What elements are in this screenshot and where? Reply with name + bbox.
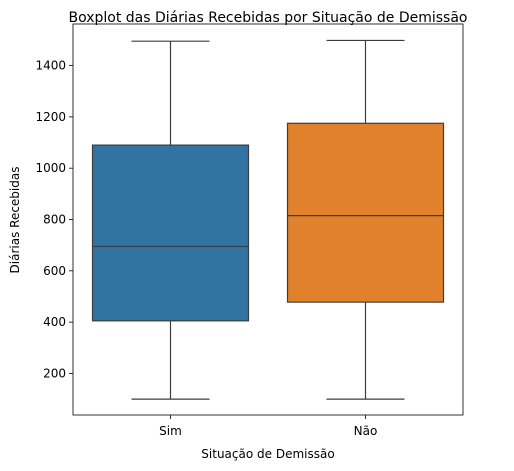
y-axis-label: Diárias Recebidas [8, 167, 22, 274]
y-tick-label: 1400 [35, 59, 66, 73]
box-series-0 [91, 40, 250, 400]
y-axis: 200 400 600 800 1000 1200 1400 [35, 59, 73, 380]
y-tick-label: 1000 [35, 161, 66, 175]
x-tick-label: Sim [159, 424, 182, 438]
y-tick-label: 800 [43, 213, 66, 227]
iqr-box [286, 122, 445, 303]
y-tick-label: 400 [43, 315, 66, 329]
x-axis-label: Situação de Demissão [201, 447, 334, 461]
y-tick-label: 200 [43, 366, 66, 380]
y-tick-label: 600 [43, 264, 66, 278]
iqr-box [91, 144, 250, 322]
x-tick-label: Não [354, 424, 378, 438]
axes-frame [72, 23, 464, 416]
chart-title: Boxplot das Diárias Recebidas por Situaç… [68, 10, 467, 26]
x-axis: Sim Não [159, 415, 377, 438]
box-series-1 [286, 39, 445, 400]
y-tick-label: 1200 [35, 110, 66, 124]
plot-area [91, 39, 445, 400]
